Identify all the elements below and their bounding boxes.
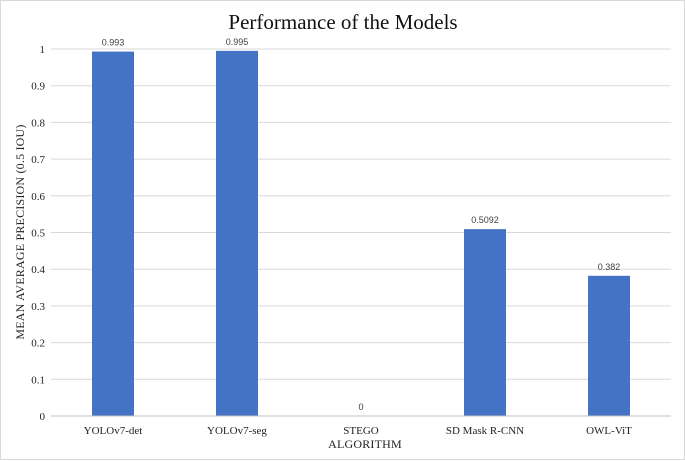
data-label: 0.382 xyxy=(598,262,621,272)
x-category-label: YOLOv7-det xyxy=(84,425,143,437)
y-tick-label: 0.6 xyxy=(31,191,45,203)
bar-sd-mask-r-cnn xyxy=(464,229,506,416)
x-category-label: SD Mask R-CNN xyxy=(446,425,524,437)
y-tick-label: 0.9 xyxy=(31,81,45,93)
y-tick-label: 0 xyxy=(40,411,46,423)
data-label: 0.993 xyxy=(102,38,125,48)
y-tick-labels: 0 0.1 0.2 0.3 0.4 0.5 0.6 0.7 0.8 0.9 1 xyxy=(31,44,45,423)
x-axis-title: ALGORITHM xyxy=(328,437,402,451)
gridlines xyxy=(51,48,671,380)
data-label: 0 xyxy=(358,402,363,412)
x-category-labels: YOLOv7-det YOLOv7-seg STEGO SD Mask R-CNN OW… xyxy=(84,425,632,437)
y-tick-label: 0.7 xyxy=(31,154,45,166)
y-axis-title: MEAN AVERAGE PRECISION (0.5 IOU) xyxy=(13,124,27,339)
data-labels: 0.993 0.995 0 0.5092 0.382 xyxy=(102,37,621,412)
y-tick-label: 0.8 xyxy=(31,117,45,129)
y-tick-label: 0.4 xyxy=(31,264,45,276)
data-label: 0.5092 xyxy=(471,215,499,225)
chart-title: Performance of the Models xyxy=(228,10,457,34)
x-category-label: YOLOv7-seg xyxy=(207,425,267,437)
y-tick-label: 0.5 xyxy=(31,228,45,240)
y-tick-label: 0.2 xyxy=(31,338,45,350)
y-tick-label: 0.3 xyxy=(31,301,45,313)
bar-yolov7-seg xyxy=(216,50,258,417)
x-category-label: STEGO xyxy=(343,425,379,437)
bars xyxy=(92,50,630,417)
data-label: 0.995 xyxy=(226,37,249,47)
bar-owl-vit xyxy=(588,275,630,416)
bar-yolov7-det xyxy=(92,51,134,416)
y-tick-label: 1 xyxy=(40,44,46,56)
x-category-label: OWL-ViT xyxy=(586,425,632,437)
y-tick-label: 0.1 xyxy=(31,374,45,386)
